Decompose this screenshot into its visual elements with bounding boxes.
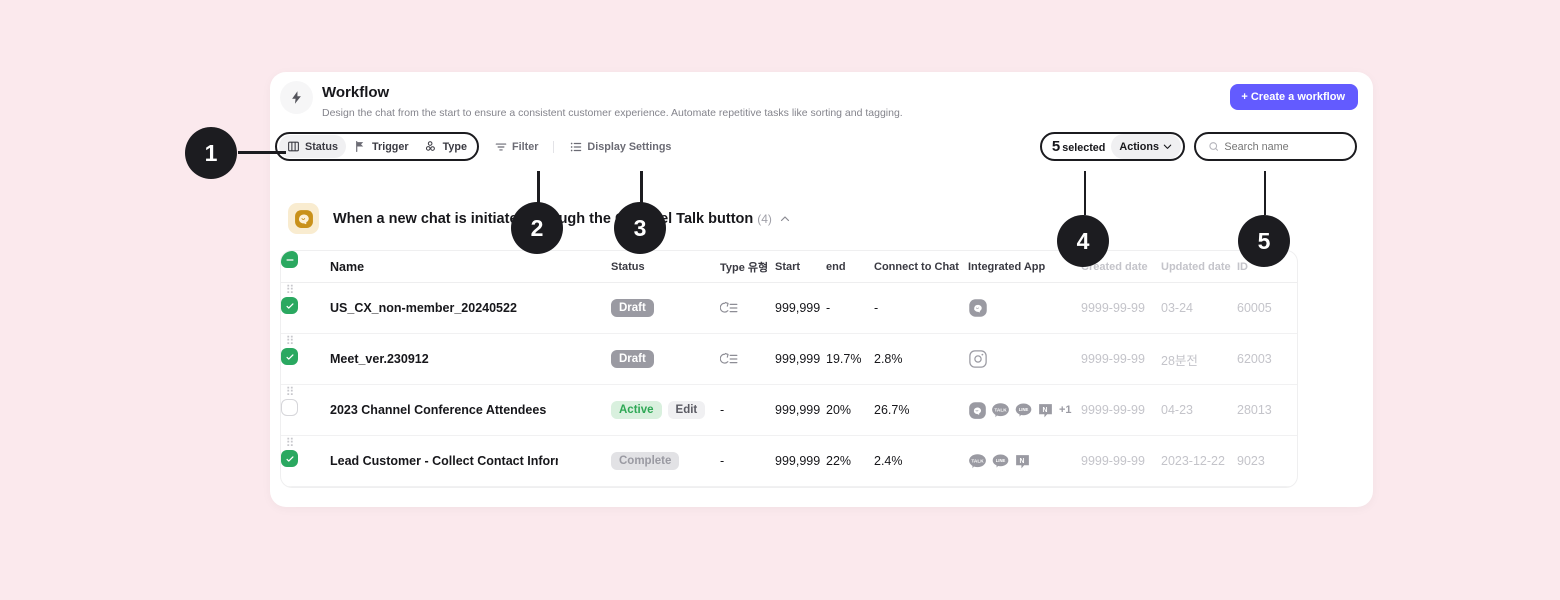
svg-text:N: N: [1042, 407, 1047, 414]
svg-text:TALK: TALK: [971, 458, 984, 464]
svg-text:N: N: [1019, 458, 1024, 465]
svg-text:LINE: LINE: [996, 458, 1006, 463]
svg-text:TALK: TALK: [994, 407, 1007, 413]
svg-text:LINE: LINE: [1019, 407, 1029, 412]
